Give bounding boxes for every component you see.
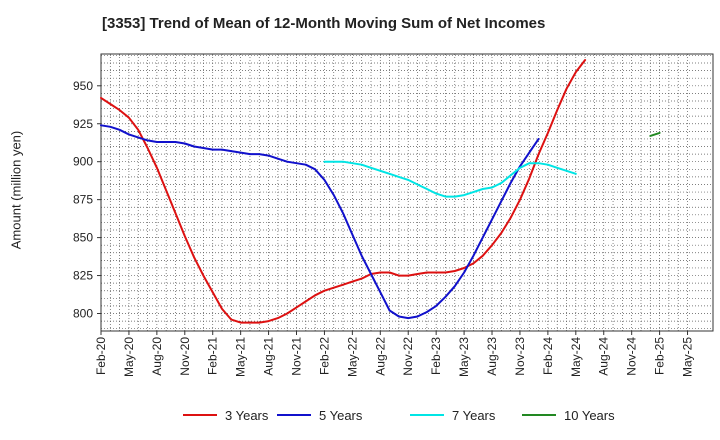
plot-frame (100, 53, 714, 332)
x-tick-label: Nov-21 (290, 337, 304, 376)
x-tick-label: Feb-23 (429, 337, 443, 375)
x-tick-label: Nov-20 (178, 337, 192, 376)
legend-label-5-years: 5 Years (319, 408, 363, 423)
legend-label-7-years: 7 Years (452, 408, 496, 423)
x-tick-label: Feb-25 (653, 337, 667, 375)
y-axis-ticks: 800 825 850 875 900 925 950 (73, 79, 101, 321)
x-tick-label: Aug-23 (485, 337, 499, 376)
series-line-7-years (323, 160, 577, 198)
x-tick-label: Aug-22 (373, 337, 387, 376)
x-tick-label: Aug-24 (597, 337, 611, 376)
x-tick-label: May-21 (234, 337, 248, 377)
grid-lines (100, 54, 713, 331)
legend-label-10-years: 10 Years (564, 408, 615, 423)
y-tick-label: 850 (73, 231, 93, 245)
x-tick-label: Feb-21 (206, 337, 220, 375)
x-tick-label: Nov-23 (513, 337, 527, 376)
y-tick-label: 925 (73, 117, 93, 131)
x-tick-label: May-25 (681, 337, 695, 377)
x-tick-label: May-20 (122, 337, 136, 377)
y-tick-label: 800 (73, 307, 93, 321)
chart-title: [3353] Trend of Mean of 12-Month Moving … (102, 15, 546, 32)
legend: 3 Years 5 Years 7 Years 10 Years (183, 408, 615, 423)
x-tick-label: May-23 (457, 337, 471, 377)
series-lines (100, 59, 661, 324)
series-line-10-years (649, 131, 661, 137)
y-tick-label: 950 (73, 79, 93, 93)
x-tick-label: Aug-20 (150, 337, 164, 376)
x-tick-label: May-24 (569, 337, 583, 377)
x-tick-label: Feb-22 (317, 337, 331, 375)
x-tick-label: Aug-21 (262, 337, 276, 376)
y-tick-label: 825 (73, 269, 93, 283)
series-line-3-years (100, 59, 587, 324)
y-tick-label: 900 (73, 155, 93, 169)
x-tick-label: Feb-24 (541, 337, 555, 375)
x-tick-label: Feb-20 (94, 337, 108, 375)
y-tick-label: 875 (73, 193, 93, 207)
series-line-5-years (100, 124, 540, 320)
x-tick-label: Nov-24 (625, 337, 639, 376)
plot-border (100, 53, 714, 332)
x-tick-label: May-22 (345, 337, 359, 377)
x-tick-label: Nov-22 (401, 337, 415, 376)
x-axis-ticks: Feb-20 May-20 Aug-20 Nov-20 Feb-21 May-21 Aug-… (94, 331, 695, 377)
legend-label-3-years: 3 Years (225, 408, 269, 423)
